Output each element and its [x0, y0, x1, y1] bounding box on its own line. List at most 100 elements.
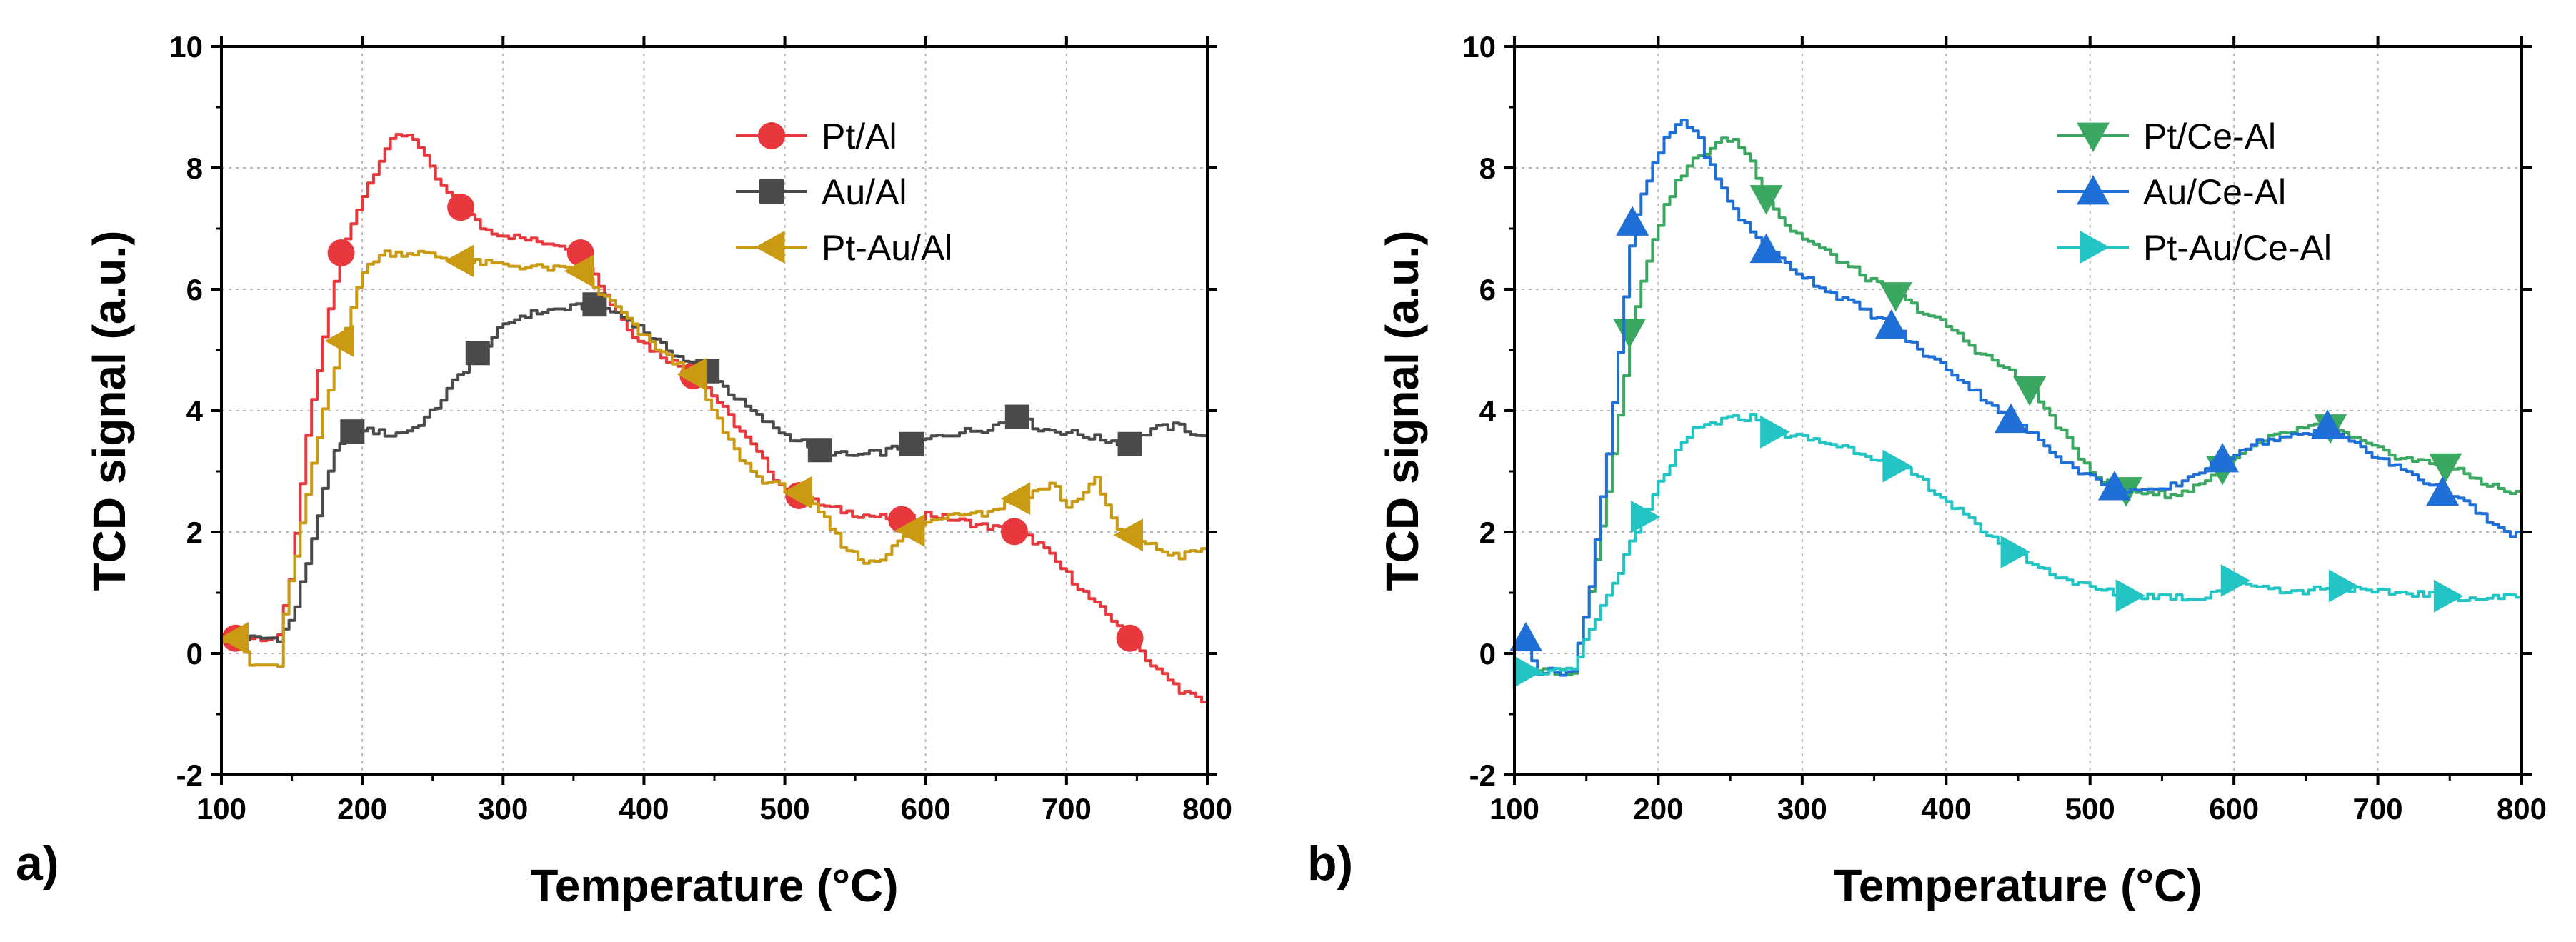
- series-pt-au-al: [219, 244, 1209, 668]
- data-point-marker: [340, 419, 365, 444]
- legend-item: Pt-Au/Ce-Al: [2057, 228, 2332, 268]
- data-point-marker: [1879, 282, 1912, 312]
- y-tick-label: -2: [1469, 758, 1496, 792]
- panel-label: b): [1307, 836, 1353, 891]
- series-au-ce-al: [1509, 119, 2523, 677]
- y-tick-label: 4: [1479, 394, 1497, 428]
- x-tick-label: 800: [2497, 792, 2547, 826]
- x-tick-label: 700: [2353, 792, 2403, 826]
- data-point-marker: [2429, 453, 2462, 483]
- legend-label: Pt/Al: [822, 116, 897, 156]
- data-point-marker: [1874, 309, 1908, 339]
- panel-label: a): [16, 836, 59, 891]
- y-axis-title: TCD signal (a.u.): [84, 231, 135, 591]
- chart-panel-a: 100 200 300 400 500 600 700 800 -2 0 2 4 6 8 10 Tempera…: [16, 30, 1232, 911]
- data-point-marker: [2097, 471, 2131, 501]
- data-point-marker: [2115, 579, 2146, 613]
- data-point-marker: [219, 621, 249, 655]
- series-line: [221, 301, 1209, 643]
- data-point-marker: [1509, 621, 1543, 652]
- x-tick-label: 600: [2209, 792, 2259, 826]
- legend-label: Pt/Ce-Al: [2143, 116, 2276, 156]
- data-point-marker: [2328, 569, 2359, 603]
- series-line: [1514, 136, 2523, 676]
- x-axis-title: Temperature (°C): [530, 860, 898, 911]
- legend-label: Au/Ce-Al: [2143, 172, 2286, 212]
- data-point-marker: [1117, 431, 1142, 456]
- data-point-marker: [895, 513, 925, 547]
- data-point-marker: [1616, 206, 1649, 236]
- data-point-marker: [899, 431, 924, 456]
- data-point-marker: [444, 244, 474, 278]
- x-tick-label: 800: [1182, 792, 1232, 826]
- data-point-marker: [2426, 476, 2460, 506]
- x-tick-label: 500: [2065, 792, 2115, 826]
- data-point-marker: [582, 292, 607, 317]
- series-au-al: [221, 292, 1209, 643]
- x-tick-label: 400: [1921, 792, 1971, 826]
- y-tick-label: 2: [1479, 516, 1496, 549]
- legend-swatch-marker: [755, 231, 785, 264]
- x-tick-label: 100: [1489, 792, 1539, 826]
- legend-label: Pt-Au/Al: [822, 228, 952, 268]
- series-pt-ce-al: [1514, 136, 2523, 676]
- legend-item: Pt/Ce-Al: [2057, 116, 2276, 156]
- data-point-marker: [1116, 624, 1144, 652]
- x-tick-label: 400: [619, 792, 669, 826]
- grid: [1514, 46, 2522, 775]
- data-point-marker: [324, 324, 354, 358]
- legend: Pt/Ce-Al Au/Ce-Al Pt-Au/Ce-Al: [2057, 116, 2332, 268]
- x-tick-label: 300: [478, 792, 528, 826]
- data-point-marker: [2206, 443, 2240, 473]
- x-tick-label: 100: [196, 792, 246, 826]
- data-point-marker: [1882, 449, 1912, 483]
- x-tick-label: 200: [1633, 792, 1683, 826]
- data-point-marker: [2013, 376, 2047, 406]
- legend-swatch-marker: [758, 122, 785, 149]
- legend-swatch-marker: [2077, 122, 2110, 152]
- series-line: [221, 249, 1209, 668]
- data-point-marker: [1512, 655, 1543, 688]
- data-point-marker: [1000, 518, 1028, 546]
- legend-item: Au/Ce-Al: [2057, 172, 2286, 212]
- y-tick-label: 10: [1462, 30, 1496, 64]
- y-tick-label: 0: [186, 637, 203, 671]
- data-point-marker: [1004, 404, 1029, 429]
- y-tick-label: -2: [176, 758, 203, 792]
- legend-swatch-marker: [2077, 175, 2110, 205]
- y-tick-label: 10: [169, 30, 203, 64]
- y-tick-label: 8: [186, 151, 203, 185]
- x-tick-label: 500: [760, 792, 810, 826]
- data-point-marker: [807, 438, 832, 463]
- y-tick-label: 2: [186, 516, 203, 549]
- data-point-marker: [1000, 482, 1031, 516]
- data-point-marker: [1630, 500, 1661, 533]
- data-point-marker: [1749, 233, 1783, 264]
- data-point-marker: [2311, 409, 2345, 439]
- data-point-marker: [1760, 415, 1790, 449]
- legend-swatch-marker: [759, 179, 784, 204]
- series-pt-au-ce-al: [1512, 413, 2523, 688]
- y-axis-title: TCD signal (a.u.): [1377, 231, 1428, 591]
- chart-panel-b: 100 200 300 400 500 600 700 800 -2 0 2 4 6 8 10 Tempera…: [1307, 30, 2547, 911]
- data-point-marker: [1749, 185, 1783, 215]
- data-point-marker: [2000, 536, 2030, 569]
- data-point-marker: [2220, 564, 2251, 597]
- legend-item: Pt/Al: [736, 116, 897, 156]
- legend-swatch-marker: [2080, 231, 2110, 264]
- x-tick-label: 300: [1777, 792, 1827, 826]
- legend-item: Pt-Au/Al: [736, 228, 952, 268]
- data-point-marker: [1994, 403, 2027, 434]
- x-tick-label: 600: [901, 792, 951, 826]
- data-point-marker: [677, 358, 707, 391]
- data-point-marker: [465, 341, 490, 366]
- data-point-marker: [2433, 579, 2464, 613]
- legend: Pt/Al Au/Al Pt-Au/Al: [736, 116, 952, 268]
- y-tick-label: 4: [186, 394, 204, 428]
- legend-label: Pt-Au/Ce-Al: [2143, 228, 2332, 268]
- y-tick-label: 6: [186, 273, 203, 306]
- y-tick-label: 6: [1479, 273, 1496, 306]
- data-point-marker: [327, 239, 355, 266]
- x-axis-title: Temperature (°C): [1834, 860, 2202, 911]
